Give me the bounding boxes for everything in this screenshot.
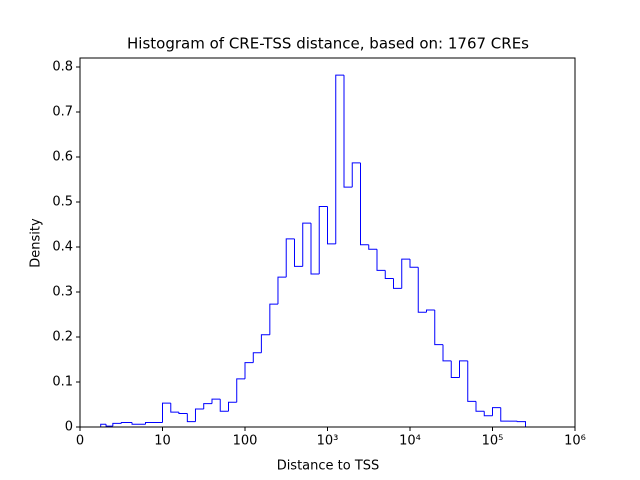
hist-step	[384, 270, 394, 279]
x-tick-label: 0	[76, 434, 84, 449]
hist-step	[178, 412, 188, 414]
hist-step	[236, 378, 245, 403]
hist-step	[105, 424, 113, 427]
hist-step	[483, 411, 493, 417]
hist-step	[131, 422, 146, 425]
hist-step	[310, 223, 320, 275]
hist-step	[450, 360, 460, 378]
hist-step	[100, 423, 107, 427]
y-tick-label: 0.7	[52, 105, 73, 120]
hist-step	[318, 206, 328, 274]
hist-step	[244, 362, 254, 379]
x-tick-label: 100	[233, 434, 258, 449]
hist-step	[401, 258, 410, 289]
hist-step	[228, 401, 237, 412]
hist-step	[368, 244, 377, 250]
hist-step	[219, 399, 229, 412]
plot-frame	[79, 57, 576, 428]
hist-step	[293, 238, 303, 267]
hist-step	[417, 267, 427, 313]
hist-step	[170, 403, 179, 413]
hist-step	[335, 74, 345, 244]
x-tick-label: 10⁴	[399, 434, 421, 449]
x-tick-label: 10	[154, 434, 171, 449]
x-axis-label: Distance to TSS	[277, 459, 380, 474]
hist-step	[252, 352, 262, 363]
y-tick-label: 0.4	[52, 240, 73, 255]
y-axis-label: Density	[29, 218, 44, 268]
x-tick-label: 10⁵	[482, 434, 504, 449]
hist-step	[393, 278, 402, 289]
hist-step	[211, 398, 221, 404]
hist-step	[285, 238, 295, 278]
hist-step	[277, 276, 287, 305]
y-tick-label: 0.1	[52, 375, 73, 390]
hist-step	[434, 310, 443, 346]
hist-step	[186, 413, 196, 423]
hist-step	[409, 259, 419, 268]
y-tick-label: 0.2	[52, 330, 73, 345]
hist-step	[112, 422, 122, 427]
y-tick-label: 0.3	[52, 285, 73, 300]
hist-step	[500, 407, 509, 422]
y-tick-label: 0.6	[52, 150, 73, 165]
hist-step	[162, 402, 171, 423]
hist-step	[327, 206, 336, 245]
hist-step	[203, 403, 212, 409]
hist-step	[516, 421, 526, 427]
hist-step	[492, 407, 501, 416]
hist-step	[442, 344, 452, 362]
hist-step	[343, 75, 353, 188]
chart-title: Histogram of CRE-TSS distance, based on:…	[127, 35, 529, 53]
hist-step	[351, 162, 361, 188]
hist-step	[475, 401, 485, 412]
hist-step	[360, 162, 369, 246]
hist-step	[459, 360, 468, 378]
x-tick-label: 10⁶	[564, 434, 586, 449]
hist-step	[120, 422, 133, 424]
hist-step	[145, 422, 163, 425]
x-tick-label: 10³	[317, 434, 339, 449]
y-tick-label: 0.8	[52, 60, 73, 75]
hist-step	[467, 360, 476, 402]
hist-step	[302, 222, 312, 267]
hist-step	[260, 334, 270, 353]
y-tick-label: 0	[65, 420, 73, 435]
hist-step	[376, 249, 386, 271]
hist-step	[426, 309, 435, 313]
hist-step	[194, 408, 204, 422]
hist-step	[269, 303, 278, 335]
y-tick-label: 0.5	[52, 195, 73, 210]
